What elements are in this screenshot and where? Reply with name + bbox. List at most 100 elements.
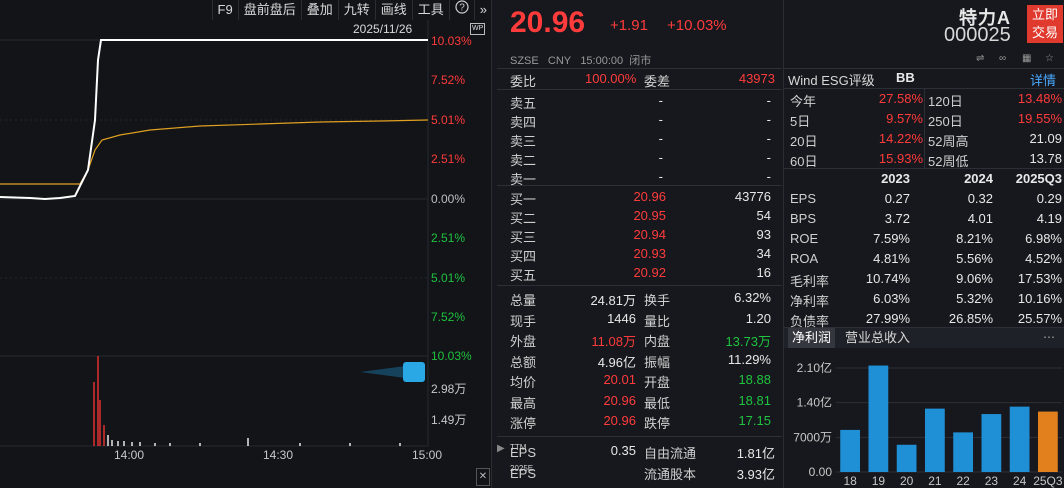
chain-icon[interactable]: ∞	[999, 53, 1007, 64]
fin-value: 9.06%	[956, 271, 993, 286]
stat-label: 现手	[510, 313, 537, 329]
bar[interactable]	[1037, 411, 1058, 472]
perf-label: 250日	[928, 114, 963, 129]
bar-x-tick: 24	[1013, 474, 1027, 488]
fin-header: 2024	[964, 171, 993, 186]
float-value: 1.81亿	[736, 446, 775, 461]
toolbar-premarket[interactable]: 盘前盘后	[237, 0, 301, 20]
x-label: 14:30	[263, 448, 294, 462]
stat-label: 内盘	[644, 334, 671, 349]
x-label: 15:00	[412, 448, 443, 462]
y-label: 5.01%	[431, 271, 466, 285]
esg-detail-link[interactable]: 详情	[1030, 73, 1057, 88]
stat-label: 跌停	[644, 416, 671, 431]
ask-row: 卖三 - -	[497, 129, 779, 149]
fin-value: 4.52%	[1025, 251, 1062, 266]
bid-label: 买二	[510, 211, 537, 226]
fin-row: ROE 7.59% 8.21% 6.98%	[784, 229, 1064, 248]
link-icon[interactable]: ⇌	[976, 53, 985, 64]
stat-value: 18.88	[738, 372, 771, 387]
bid-volume: 34	[756, 246, 771, 261]
bid-label: 买三	[510, 230, 537, 245]
bid-volume: 43776	[734, 189, 771, 204]
toolbar-tools[interactable]: 工具	[411, 0, 449, 20]
bar[interactable]	[924, 408, 945, 472]
bid-row: 买一 20.96 43776	[497, 187, 779, 207]
chevron-double-right-icon[interactable]: »	[473, 0, 492, 20]
fin-label: BPS	[790, 211, 817, 226]
stat-label: 均价	[510, 375, 537, 390]
perf-label: 5日	[790, 114, 811, 129]
stat-label: 涨停	[510, 416, 537, 431]
chart-date: 2025/11/26	[353, 22, 413, 36]
price-change: +1.91	[610, 17, 648, 34]
bar-y-tick: 7000万	[793, 430, 832, 444]
more-icon[interactable]: ⋯	[1043, 330, 1055, 344]
weicha-value: 43973	[738, 71, 775, 86]
bid-label: 买一	[510, 192, 537, 207]
fin-label: 净利率	[790, 294, 830, 309]
bar-x-tick: 20	[900, 474, 914, 488]
stat-value: 4.96亿	[597, 354, 636, 370]
bar[interactable]	[840, 429, 861, 472]
star-icon[interactable]: ☆	[1045, 53, 1054, 64]
bid-price: 20.92	[633, 265, 666, 280]
tab-net-profit[interactable]: 净利润	[788, 328, 836, 348]
stat-value: 11.08万	[591, 334, 636, 349]
fin-value: 4.01	[967, 211, 993, 226]
trade-button[interactable]: 立即 交易	[1027, 5, 1063, 43]
fin-value: 5.32%	[956, 291, 993, 306]
toolbar-overlay[interactable]: 叠加	[300, 0, 338, 20]
tab-revenue[interactable]: 营业总收入	[845, 330, 911, 345]
grid-icon[interactable]: ▦	[1022, 53, 1032, 64]
perf-value: 15.93%	[878, 151, 923, 166]
chart-tabs: 净利润 营业总收入 ⋯	[784, 328, 1064, 348]
bid-price: 20.96	[633, 189, 666, 204]
ask-price: -	[658, 131, 663, 146]
bid-volume: 93	[756, 227, 771, 242]
market-info: SZSE CNY 15:00:00 闭市	[510, 52, 651, 68]
bar[interactable]	[981, 414, 1002, 472]
x-label: 14:00	[114, 448, 145, 462]
trade-button-line2: 交易	[1031, 25, 1058, 40]
bid-label: 买四	[510, 249, 537, 264]
bar[interactable]	[896, 444, 917, 472]
intraday-chart-panel[interactable]: F9 盘前盘后 叠加 九转 画线 工具 ? » 2025/11/26 WP	[0, 0, 492, 488]
fin-row: ROA 4.81% 5.56% 4.52%	[784, 249, 1064, 268]
bar[interactable]	[868, 365, 889, 472]
stat-value: 13.73万	[725, 334, 771, 349]
fin-label: ROA	[790, 251, 819, 266]
fin-value: 6.03%	[873, 291, 910, 306]
bar[interactable]	[953, 432, 974, 472]
ask-volume: -	[766, 169, 771, 184]
eps-ttm-sup: TTM	[510, 443, 527, 452]
toolbar-draw[interactable]: 画线	[374, 0, 412, 20]
bid-price: 20.93	[633, 246, 666, 261]
collapse-button[interactable]: ✕	[476, 468, 490, 486]
fin-value: 10.74%	[865, 271, 910, 286]
fin-header-row: 2023 2024 2025Q3	[784, 169, 1064, 188]
fin-value: 5.56%	[956, 251, 993, 266]
perf-label: 120日	[928, 94, 963, 109]
wp-badge[interactable]: WP	[470, 23, 486, 35]
stat-row: 涨停 20.96 跌停 17.15	[497, 411, 779, 431]
bar-y-tick: 2.10亿	[797, 360, 832, 375]
bar[interactable]	[1009, 406, 1030, 472]
volume-bars	[93, 356, 401, 446]
toolbar-nine-turn[interactable]: 九转	[337, 0, 375, 20]
fin-row: 负债率 27.99% 26.85% 25.57%	[784, 309, 1064, 329]
perf-value: 27.58%	[878, 91, 923, 106]
toolbar-f9[interactable]: F9	[211, 0, 238, 20]
fast-trade-icon	[403, 362, 425, 382]
market: SZSE	[510, 55, 539, 67]
bar-x-tick: 18	[843, 474, 857, 488]
ask-price: -	[658, 169, 663, 184]
stat-label: 最高	[510, 395, 537, 411]
fin-label: EPS	[790, 191, 817, 206]
eps-2025-label: EPS	[510, 466, 537, 481]
ask-row: 卖二 - -	[497, 148, 779, 168]
float-label: 自由流通	[644, 446, 697, 461]
y-label: 10.03%	[431, 34, 472, 48]
help-icon[interactable]: ?	[448, 0, 474, 20]
perf-value: 13.48%	[1017, 91, 1062, 106]
